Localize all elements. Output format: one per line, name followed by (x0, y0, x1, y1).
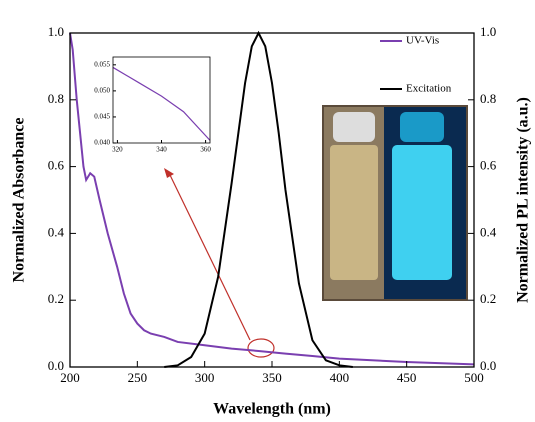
inset-background (113, 57, 210, 143)
x-tick-label: 300 (195, 370, 215, 385)
y-tick-label: 0.0 (48, 358, 64, 373)
y-tick-label: 0.6 (48, 158, 65, 173)
x-axis-label: Wavelength (nm) (213, 401, 331, 418)
y-tick-label: 0.050 (94, 86, 110, 94)
y2-tick-label: 0.8 (480, 91, 496, 106)
y-tick-label: 0.4 (48, 224, 65, 239)
x-tick-label: 450 (397, 370, 417, 385)
x-tick-label: 340 (156, 146, 167, 154)
x-tick-label: 400 (330, 370, 350, 385)
legend-label: UV-Vis (406, 35, 439, 47)
y-tick-label: 0.8 (48, 91, 64, 106)
y-tick-label: 0.045 (94, 113, 110, 121)
y-tick-label: 0.040 (94, 139, 110, 147)
y-tick-label: 0.055 (94, 60, 110, 68)
x-tick-label: 350 (262, 370, 282, 385)
photo (322, 105, 468, 301)
y-tick-label: 0.2 (48, 291, 64, 306)
y-axis-label: Normalized Absorbance (11, 118, 28, 283)
x-tick-label: 360 (200, 146, 211, 154)
y2-tick-label: 1.0 (480, 24, 496, 39)
y2-axis-label: Normalized PL intensity (a.u.) (515, 97, 532, 303)
y-tick-label: 1.0 (48, 24, 64, 39)
y2-tick-label: 0.2 (480, 291, 496, 306)
legend-label: Excitation (406, 83, 452, 95)
x-tick-label: 250 (128, 370, 148, 385)
y2-tick-label: 0.4 (480, 224, 497, 239)
y2-tick-label: 0.6 (480, 158, 497, 173)
y2-tick-label: 0.0 (480, 358, 496, 373)
x-tick-label: 320 (112, 146, 123, 154)
chart: Wavelength (nm) Normalized Absorbance No… (0, 0, 535, 422)
